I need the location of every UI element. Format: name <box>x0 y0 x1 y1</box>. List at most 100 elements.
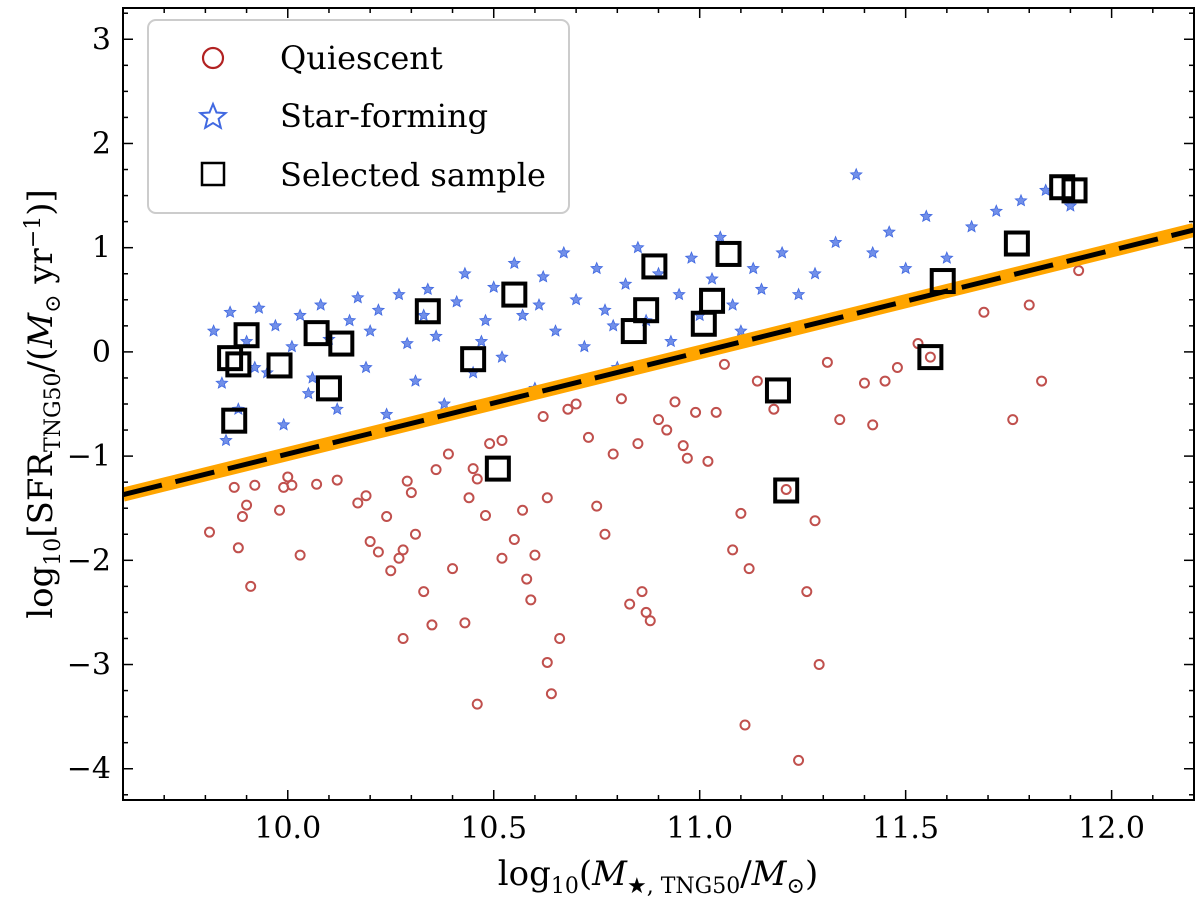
quiescent-point <box>236 511 248 523</box>
quiescent-point <box>632 438 644 450</box>
legend-quiescent-label: Quiescent <box>280 39 443 77</box>
quiescent-point <box>311 478 323 490</box>
star-forming-point <box>417 308 431 322</box>
star-forming-point <box>964 219 979 233</box>
quiescent-point <box>282 471 294 483</box>
tick-labels: 10.0 10.5 11.0 11.5 12.0 −4 −3 −2 −1 0 1 2 3 <box>67 22 1145 846</box>
plot-frame <box>122 7 1195 801</box>
selected-sample-point <box>764 377 791 404</box>
quiescent-point <box>401 475 413 487</box>
selected-sample-point <box>303 320 330 347</box>
quiescent-point <box>541 492 553 504</box>
quiescent-point <box>554 632 566 644</box>
quiescent-point <box>467 463 479 475</box>
star-forming-point <box>408 374 423 387</box>
star-forming-point <box>598 303 612 316</box>
quiescent-point <box>669 396 681 408</box>
star-forming-point <box>898 261 913 275</box>
selected-sample-point <box>266 352 293 379</box>
quiescent-point <box>780 483 792 495</box>
selected-sample-point <box>221 407 248 434</box>
star-forming-point <box>775 245 789 259</box>
selected-sample-point <box>328 330 355 357</box>
star-forming-point <box>293 308 307 322</box>
star-forming-point <box>215 376 229 389</box>
quiescent-point <box>661 424 673 436</box>
quiescent-point <box>405 487 417 499</box>
quiescent-point <box>525 594 537 606</box>
star-forming-point <box>557 245 571 259</box>
quiescent-point <box>1036 375 1048 387</box>
star-forming-point <box>400 336 414 350</box>
star-forming-point <box>536 269 550 283</box>
y-tick-label: 2 <box>92 126 111 161</box>
x-tick-label: 11.5 <box>872 811 939 846</box>
quiescent-point <box>681 452 693 464</box>
star-forming-point <box>808 266 822 280</box>
quiescent-point <box>624 598 636 610</box>
star-forming-point <box>713 230 727 243</box>
y-axis-title: log10[SFRTNG50/(M⊙ yr−1)] <box>21 189 66 619</box>
quiescent-point <box>1023 299 1035 311</box>
quiescent-point <box>479 510 491 522</box>
star-forming-point <box>450 294 464 308</box>
quiescent-point <box>710 406 722 418</box>
selected-sample-point <box>484 455 511 482</box>
quiescent-point <box>274 504 286 516</box>
star-forming-point <box>684 251 699 264</box>
quiescent-point <box>1073 265 1085 277</box>
star-forming-point <box>429 329 443 342</box>
quiescent-point <box>591 500 603 512</box>
quiescent-point <box>924 351 936 363</box>
quiescent-point <box>459 617 471 629</box>
y-tick-label: −1 <box>67 439 111 474</box>
quiescent-point <box>793 754 805 766</box>
quiescent-point <box>751 375 763 387</box>
quiescent-point <box>294 549 306 561</box>
quiescent-point <box>541 656 553 668</box>
star-forming-point <box>507 256 521 270</box>
quiescent-point <box>397 632 409 644</box>
selected-sample-point <box>715 240 742 267</box>
selected-sample-point <box>773 477 800 504</box>
quiescent-point <box>364 536 376 548</box>
quiescent-point <box>529 549 541 561</box>
star-forming-point <box>330 402 344 415</box>
star-forming-point <box>754 282 769 296</box>
quiescent-point <box>228 481 240 493</box>
star-forming-point <box>866 245 880 259</box>
star-forming-point <box>379 407 394 421</box>
star-forming-point <box>548 324 563 337</box>
star-forming-point <box>940 251 954 264</box>
divider-line-dash <box>123 227 1194 498</box>
y-tick-label: −3 <box>67 648 111 683</box>
star-forming-point <box>252 301 266 314</box>
quiescent-point <box>653 414 664 426</box>
selected-sample-point <box>690 310 717 337</box>
star-forming-point <box>371 303 386 316</box>
quiescent-point <box>677 440 689 452</box>
quiescent-point <box>1007 414 1019 426</box>
quiescent-point <box>372 546 384 558</box>
star-forming-point <box>746 261 760 275</box>
selected-sample-point <box>501 281 528 308</box>
quiescent-point <box>430 464 442 476</box>
legend-star-forming-marker <box>197 101 229 130</box>
quiescent-point <box>447 563 459 575</box>
quiescent-point <box>463 492 475 504</box>
quiescent-point <box>397 544 409 556</box>
star-forming-point <box>474 334 489 348</box>
legend: Quiescent Star-forming Selected sample <box>147 19 570 214</box>
selected-sample-point <box>233 322 260 349</box>
quiescent-point <box>879 375 891 387</box>
star-forming-point <box>734 324 748 337</box>
quiescent-point <box>426 619 438 631</box>
quiescent-point <box>249 479 261 491</box>
y-tick-label: 1 <box>92 231 111 266</box>
selected-sample-point <box>641 253 668 280</box>
quiescent-point <box>471 698 483 710</box>
y-tick-label: 3 <box>92 22 111 57</box>
star-forming-point <box>276 417 291 431</box>
quiescent-point <box>517 504 529 516</box>
quiescent-point <box>352 497 364 509</box>
